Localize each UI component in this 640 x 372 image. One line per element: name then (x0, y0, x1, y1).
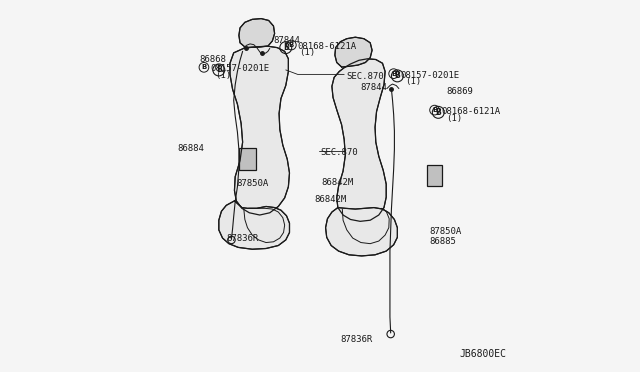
Text: 86885: 86885 (429, 237, 456, 246)
Text: 08168-6121A: 08168-6121A (441, 107, 500, 116)
Text: 86869: 86869 (447, 87, 474, 96)
FancyBboxPatch shape (427, 165, 442, 186)
FancyBboxPatch shape (239, 148, 257, 170)
Text: 87844: 87844 (273, 36, 300, 45)
Text: 87836R: 87836R (227, 234, 259, 243)
Text: 08157-0201E: 08157-0201E (211, 64, 269, 73)
Text: 08157-0201E: 08157-0201E (400, 71, 459, 80)
Text: B: B (391, 71, 396, 77)
Text: 86868: 86868 (200, 55, 227, 64)
Text: (1): (1) (445, 114, 462, 123)
Polygon shape (332, 59, 386, 221)
Text: B: B (435, 108, 441, 117)
Text: (1): (1) (300, 48, 316, 57)
Text: B: B (216, 65, 221, 74)
Text: (1): (1) (215, 71, 231, 80)
Text: B: B (289, 42, 294, 48)
Text: 86884: 86884 (177, 144, 204, 153)
Text: 08168-6121A: 08168-6121A (298, 42, 357, 51)
Text: B: B (202, 64, 207, 70)
Text: SEC.870: SEC.870 (320, 148, 358, 157)
Text: 87836R: 87836R (340, 335, 372, 344)
Text: 87850A: 87850A (429, 227, 462, 236)
Text: 87850A: 87850A (236, 179, 269, 187)
Text: B: B (283, 43, 289, 52)
Polygon shape (239, 19, 275, 48)
Text: (1): (1) (405, 77, 421, 86)
Text: 86842M: 86842M (322, 178, 354, 187)
Text: B: B (394, 71, 400, 80)
Text: 86842M: 86842M (314, 195, 347, 203)
Polygon shape (230, 46, 289, 215)
Text: JB6800EC: JB6800EC (460, 349, 506, 359)
Text: B: B (432, 107, 437, 113)
Text: 87844: 87844 (360, 83, 387, 92)
Polygon shape (219, 201, 289, 249)
Polygon shape (335, 37, 372, 67)
Polygon shape (326, 208, 397, 256)
Text: SEC.870: SEC.870 (346, 72, 383, 81)
